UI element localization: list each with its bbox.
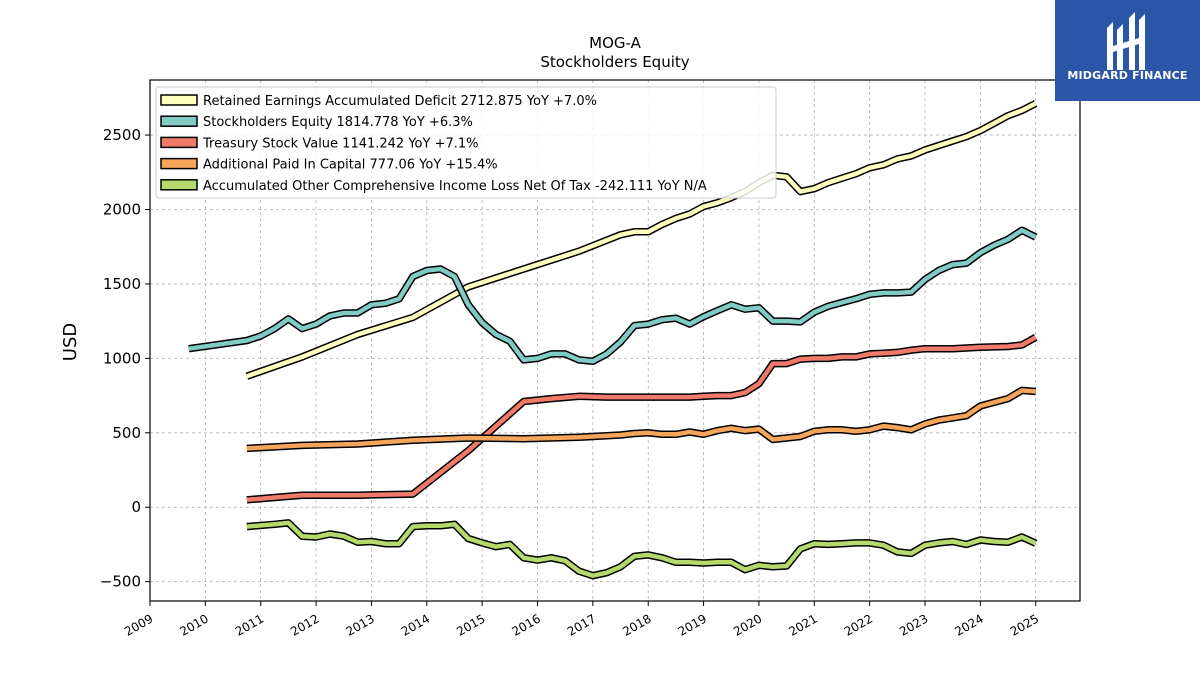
- plot-frame: [149, 79, 1081, 602]
- x-tick-label: 2023: [897, 611, 930, 638]
- x-tick-label: 2025: [1008, 611, 1041, 638]
- series-line: [246, 101, 1037, 379]
- legend-box: [155, 86, 777, 199]
- chart-title: MOG-A: [589, 34, 641, 52]
- y-tick-label: 2500: [103, 126, 141, 144]
- x-tick-label: 2019: [676, 611, 709, 638]
- legend-swatch: [160, 179, 198, 191]
- y-tick-label: 1000: [103, 349, 141, 367]
- x-tick-label: 2012: [288, 611, 321, 638]
- series-line-outline: [246, 334, 1038, 504]
- legend-item: Accumulated Other Comprehensive Income L…: [160, 179, 707, 194]
- x-tick-label: 2022: [842, 611, 875, 638]
- x-tick-label: 2013: [343, 611, 376, 638]
- y-axis-label: USD: [60, 323, 81, 361]
- series-2: [188, 226, 1038, 366]
- brand-name: MIDGARD FINANCE: [1067, 69, 1188, 82]
- series-line: [246, 335, 1037, 503]
- legend-label: Retained Earnings Accumulated Deficit 27…: [203, 94, 597, 109]
- x-tick-label: 2021: [786, 611, 819, 638]
- legend-swatch: [160, 94, 198, 106]
- series-5: [246, 519, 1038, 580]
- legend-label: Accumulated Other Comprehensive Income L…: [203, 179, 707, 194]
- x-tick-label: 2020: [731, 611, 764, 638]
- brand-logo: MIDGARD FINANCE: [1055, 0, 1200, 101]
- chart-subtitle: Stockholders Equity: [540, 53, 689, 71]
- series-4: [246, 386, 1036, 453]
- legend-swatch: [160, 115, 198, 127]
- y-tick-label: 1500: [103, 275, 141, 293]
- y-axis: −500 0 500 1000 1500 2000 2500: [100, 126, 150, 591]
- legend-item: Stockholders Equity 1814.778 YoY +6.3%: [160, 115, 473, 130]
- y-tick-label: 2000: [103, 201, 141, 219]
- legend-item: Retained Earnings Accumulated Deficit 27…: [160, 94, 597, 109]
- series-3: [246, 334, 1038, 504]
- x-tick-label: 2009: [122, 611, 155, 638]
- legend-item: Treasury Stock Value 1141.242 YoY +7.1%: [160, 136, 479, 151]
- y-tick-label: 0: [131, 498, 141, 516]
- x-tick-label: 2015: [454, 611, 487, 638]
- series-line: [246, 520, 1037, 578]
- legend: Retained Earnings Accumulated Deficit 27…: [155, 86, 777, 199]
- legend-label: Treasury Stock Value 1141.242 YoY +7.1%: [202, 136, 479, 151]
- y-tick-label: −500: [100, 573, 141, 591]
- x-axis: 2009 2010 2011 2012 2013 2014 2015 2016 2017 2018…: [122, 601, 1041, 639]
- x-tick-label: 2010: [177, 611, 210, 638]
- x-tick-label: 2024: [952, 611, 985, 638]
- y-tick-label: 500: [112, 424, 141, 442]
- x-tick-label: 2018: [620, 611, 653, 638]
- series-1: [245, 100, 1038, 380]
- series-line: [188, 228, 1037, 364]
- legend-swatch: [160, 157, 198, 170]
- x-tick-label: 2016: [510, 611, 543, 638]
- x-tick-label: 2011: [233, 611, 266, 638]
- x-tick-label: 2017: [565, 611, 598, 638]
- x-tick-label: 2014: [399, 611, 432, 638]
- legend-swatch: [160, 136, 198, 149]
- legend-label: Additional Paid In Capital 777.06 YoY +1…: [203, 158, 498, 173]
- series-line: [246, 388, 1036, 451]
- series-layer: [188, 100, 1038, 580]
- legend-label: Stockholders Equity 1814.778 YoY +6.3%: [203, 115, 473, 130]
- legend-item: Additional Paid In Capital 777.06 YoY +1…: [160, 157, 498, 173]
- logo-mark-icon: [1107, 12, 1145, 70]
